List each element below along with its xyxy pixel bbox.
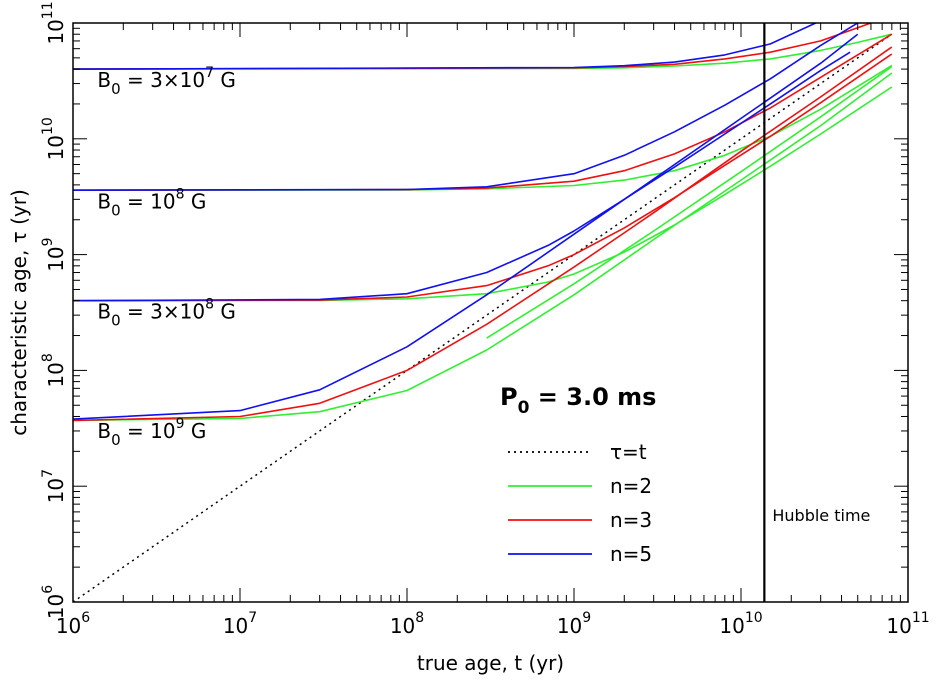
plot-lines [73,23,893,602]
y-axis-title: characteristic age, τ (yr) [7,189,31,436]
series-line-n3-b0-3e7 [73,23,872,70]
series-line-n5-b0-3e7 [73,23,817,70]
series-line-n5-b0-1e9 [73,33,859,420]
series-line-n5-b0-1e8 [73,23,859,191]
plot-frame [72,22,909,603]
series-line-n2-b0-3e7 [73,33,892,70]
reference-line-tau-equals-t [73,33,893,602]
series-line-n2-b0-1e9 [73,72,893,422]
x-tick-label: 108 [390,610,424,638]
x-tick-label: 107 [223,610,257,638]
y-tick-label: 1010 [40,117,68,160]
labels: true age, t (yr) characteristic age, τ (y… [7,65,870,675]
series-line-n2-b0-1e9-upper [486,65,893,339]
x-axis-title: true age, t (yr) [417,651,564,675]
field-label-B0-1e8: B0 = 108 G [97,187,206,220]
legend-label: n=2 [610,474,652,498]
x-tick-label: 109 [557,610,591,638]
field-label-B0-1e9: B0 = 109 G [97,416,206,449]
series-line-n2-b0-3e8 [73,86,893,302]
legend-label: τ=t [610,440,647,464]
y-tick-label: 109 [40,237,68,271]
series-line-n3-b0-3e8 [73,53,893,302]
y-tick-label: 107 [40,469,68,503]
field-label-B0-3e8: B0 = 3×108 G [97,297,235,330]
legend-label: n=3 [610,508,652,532]
legend: τ=t n=2 n=3 n=5 [508,440,652,566]
x-tick-label: 1010 [719,610,762,638]
series-line-n5-b0-3e8 [73,51,851,302]
field-label-B0-3e7: B0 = 3×107 G [97,65,235,98]
x-tick-label: 106 [56,610,90,638]
legend-label: n=5 [610,542,652,566]
y-tick-label: 1011 [40,1,68,44]
series-line-n3-b0-1e9 [73,46,893,422]
axes: 106 107 108 109 1010 1011 106 107 108 109 1010 1011 [40,1,930,638]
y-tick-label: 108 [40,353,68,387]
x-tick-label: 1011 [886,610,929,638]
y-tick-label: 106 [40,585,68,619]
annotation-hubble-time: Hubble time [772,506,870,525]
period-label: P0 = 3.0 ms [500,383,656,418]
